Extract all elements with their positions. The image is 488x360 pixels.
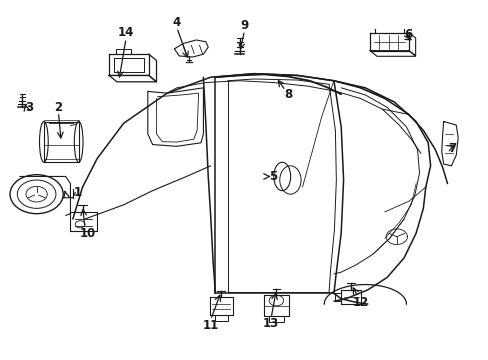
Text: 9: 9 [240, 19, 248, 32]
Text: 5: 5 [269, 170, 277, 183]
Text: 8: 8 [284, 89, 291, 102]
Text: 1: 1 [74, 186, 81, 199]
Text: 12: 12 [352, 296, 368, 309]
Text: 3: 3 [25, 101, 33, 114]
Text: 13: 13 [263, 317, 279, 330]
Text: 6: 6 [404, 28, 412, 41]
Text: 14: 14 [118, 26, 134, 39]
Text: 11: 11 [202, 319, 218, 332]
Text: 7: 7 [447, 141, 455, 154]
Text: 4: 4 [172, 16, 181, 29]
Text: 10: 10 [79, 227, 95, 240]
Text: 2: 2 [54, 101, 62, 114]
